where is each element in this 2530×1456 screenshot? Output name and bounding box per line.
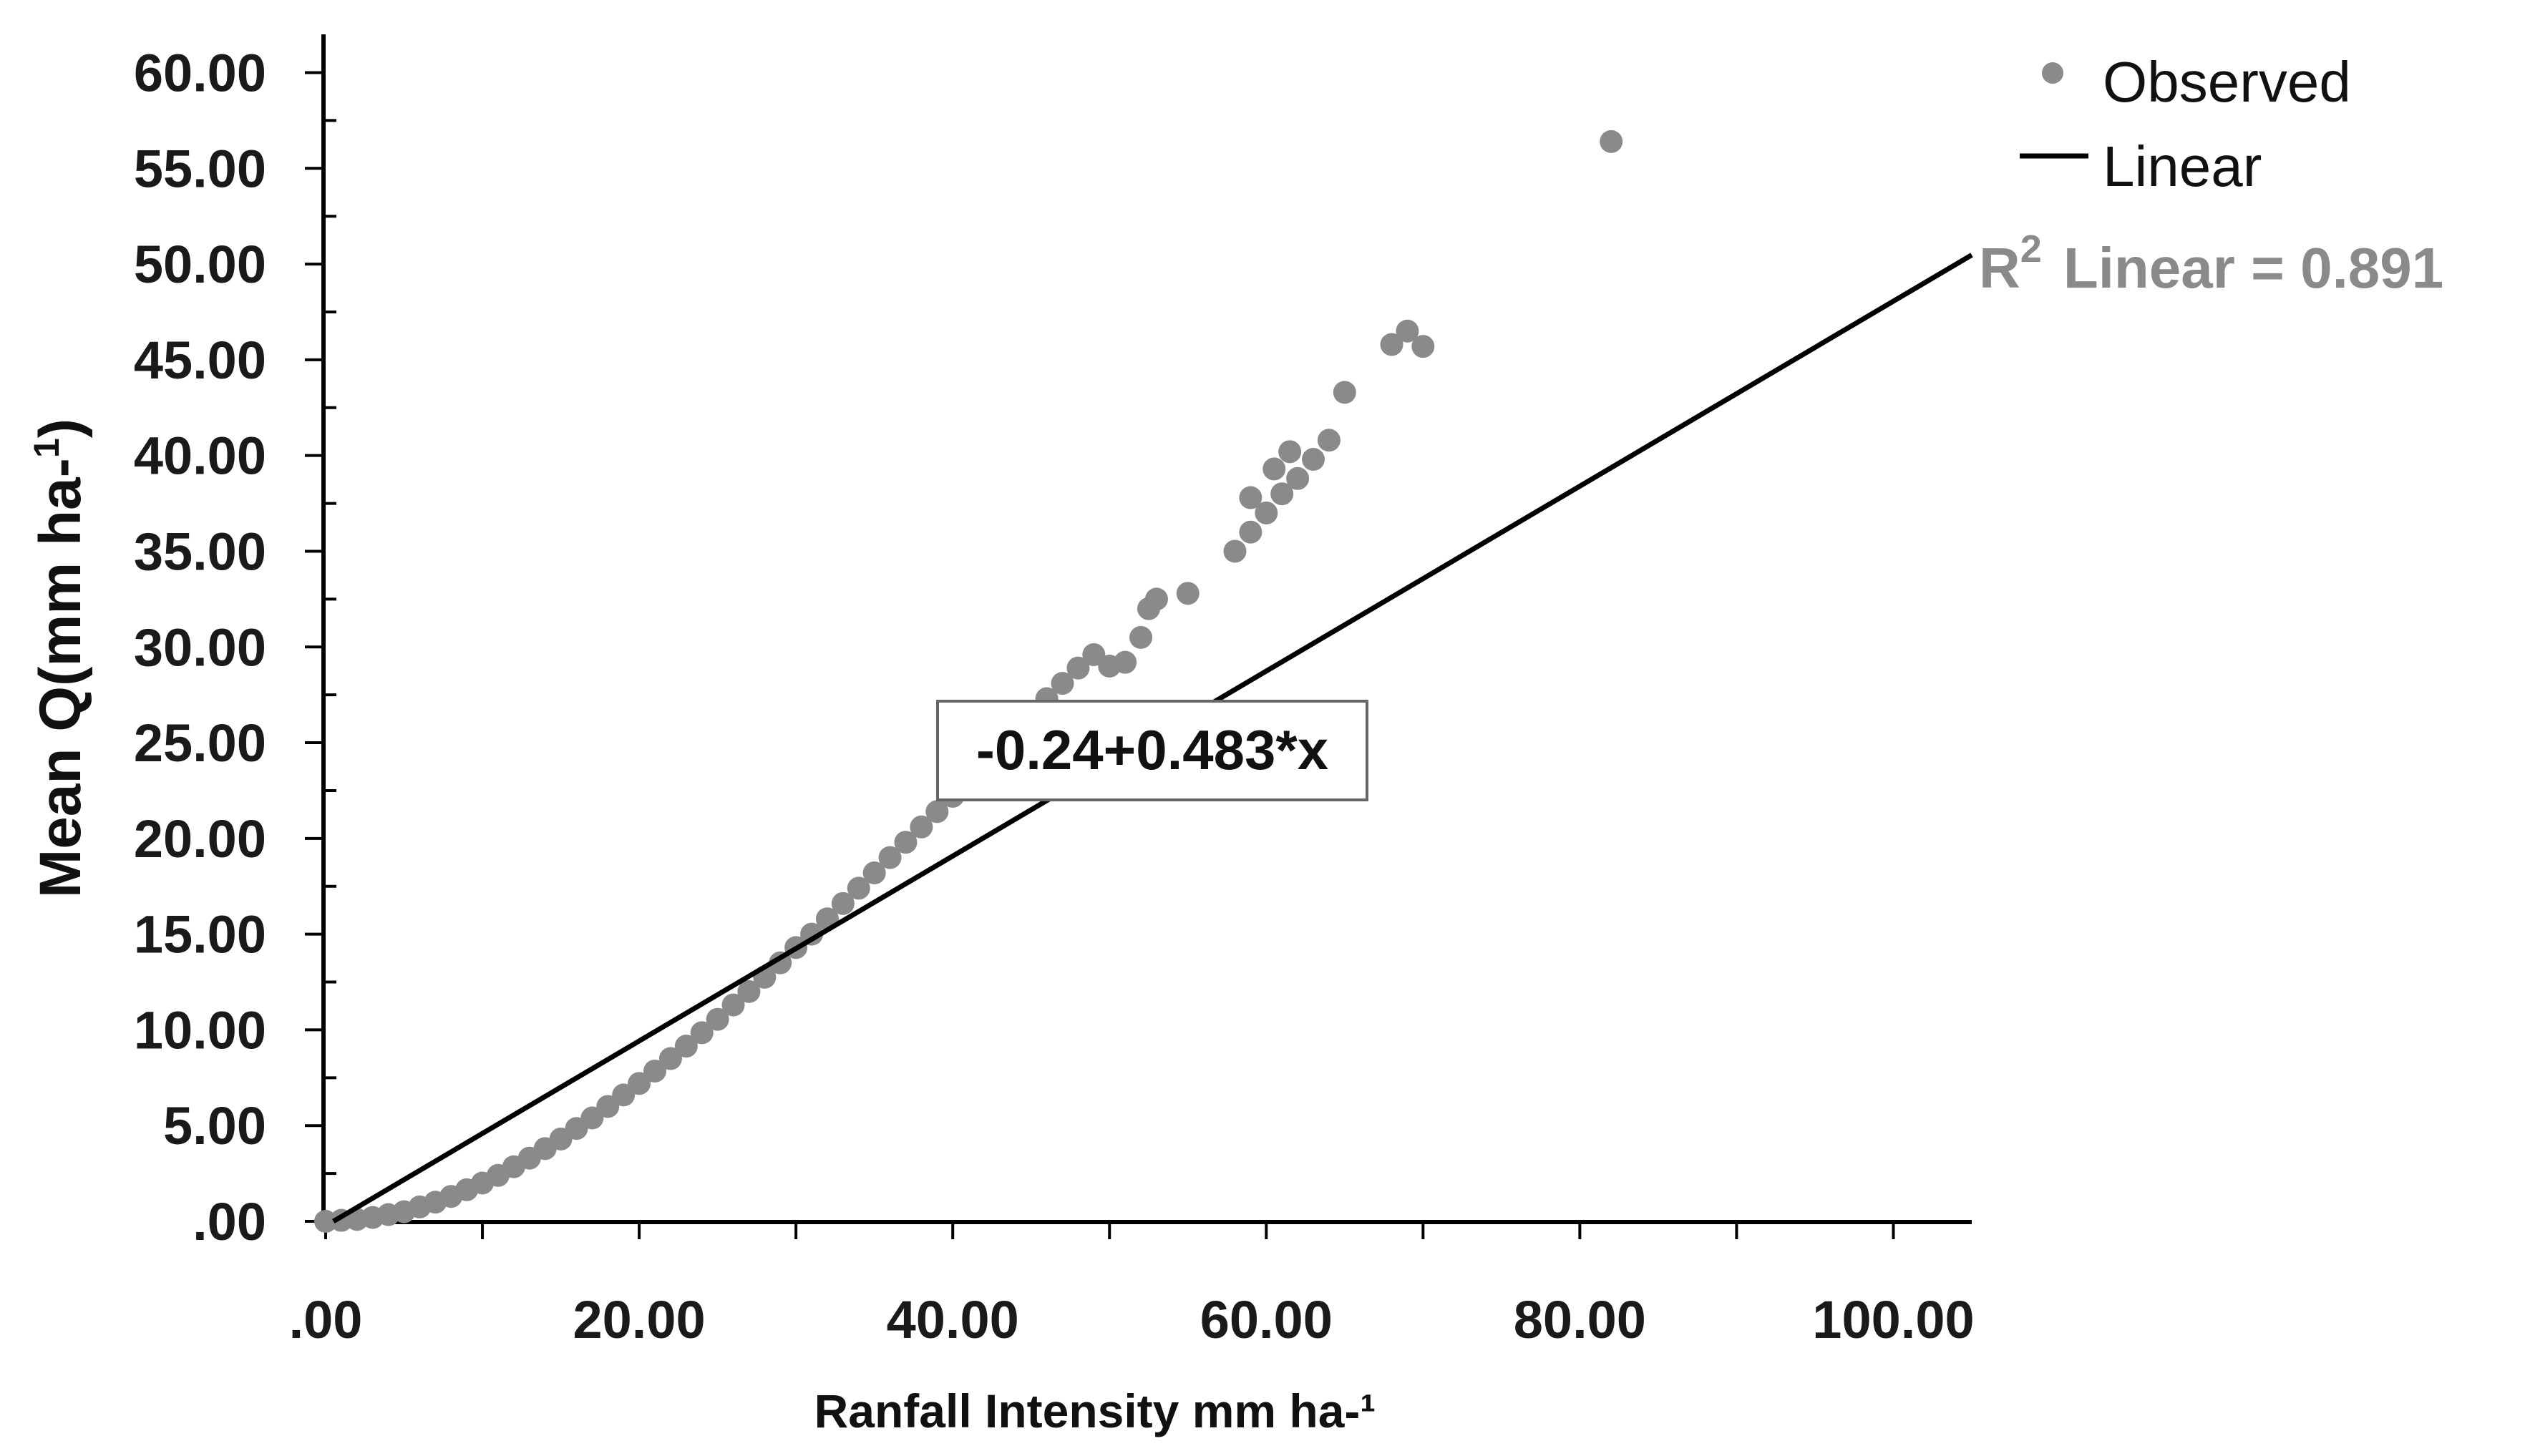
observed-point bbox=[1600, 130, 1623, 153]
y-tick-label: 30.00 bbox=[134, 617, 266, 677]
observed-point bbox=[1144, 587, 1168, 611]
observed-point bbox=[1411, 335, 1435, 358]
observed-point bbox=[1176, 582, 1200, 605]
observed-point bbox=[1278, 440, 1302, 464]
observed-point bbox=[737, 979, 761, 1003]
observed-point bbox=[1333, 381, 1356, 404]
legend-observed-marker bbox=[2042, 62, 2063, 84]
x-tick-label: 100.00 bbox=[1812, 1290, 1974, 1349]
observed-point bbox=[862, 861, 886, 885]
observed-point bbox=[878, 846, 902, 869]
x-tick-label: 60.00 bbox=[1200, 1290, 1333, 1349]
y-tick-label: .00 bbox=[193, 1192, 266, 1251]
observed-point bbox=[910, 815, 933, 839]
y-tick-label: 50.00 bbox=[134, 235, 266, 294]
observed-point bbox=[1239, 486, 1262, 509]
x-ticks: .00 20.00 40.00 60.00 80.00 100.00 bbox=[289, 1222, 1975, 1349]
observed-point bbox=[1066, 656, 1090, 680]
observed-point bbox=[1223, 539, 1247, 563]
y-tick-label: 55.00 bbox=[134, 139, 266, 198]
observed-point bbox=[1239, 520, 1262, 544]
observed-point bbox=[690, 1021, 714, 1045]
x-tick-label: 20.00 bbox=[573, 1290, 706, 1349]
r2-superscript: 2 bbox=[2020, 228, 2042, 270]
r2-rest: Linear = 0.891 bbox=[2063, 236, 2443, 300]
y-tick-label: 15.00 bbox=[134, 905, 266, 964]
observed-point bbox=[1380, 333, 1403, 356]
x-tick-label: .00 bbox=[289, 1290, 363, 1349]
observed-point bbox=[643, 1059, 666, 1083]
y-tick-label: 20.00 bbox=[134, 809, 266, 869]
observed-point bbox=[628, 1072, 651, 1095]
y-ticks: .00 5.00 10.00 15.00 20.00 25.00 30.00 35.00 40.… bbox=[134, 44, 336, 1251]
observed-point bbox=[596, 1095, 620, 1118]
observed-point bbox=[658, 1047, 682, 1070]
observed-point bbox=[1286, 466, 1310, 490]
observed-point bbox=[580, 1106, 604, 1130]
observed-point bbox=[1114, 650, 1137, 674]
observed-point bbox=[925, 800, 949, 824]
y-tick-label: 10.00 bbox=[134, 1000, 266, 1060]
r2-annotation: R2 Linear = 0.891 bbox=[1979, 228, 2443, 300]
legend-observed-label: Observed bbox=[2103, 50, 2351, 114]
observed-point bbox=[1082, 643, 1106, 666]
equation-label: -0.24+0.483*x bbox=[936, 700, 1368, 801]
y-tick-label: 45.00 bbox=[134, 331, 266, 390]
y-tick-label: 60.00 bbox=[134, 44, 266, 103]
x-tick-label: 80.00 bbox=[1514, 1290, 1646, 1349]
y-axis-title-main: Mean Q(mm ha- bbox=[28, 458, 93, 898]
x-tick-label: 40.00 bbox=[887, 1290, 1019, 1349]
observed-points bbox=[314, 130, 1623, 1233]
observed-point bbox=[1255, 501, 1278, 524]
equation-box bbox=[936, 700, 1368, 801]
legend: Observed Linear R2 Linear = 0.891 bbox=[1979, 50, 2443, 300]
equation-text: -0.24+0.483*x bbox=[976, 718, 1328, 781]
y-tick-label: 40.00 bbox=[134, 426, 266, 486]
observed-point bbox=[1317, 429, 1341, 452]
x-axis-title: Ranfall Intensity mm ha-¹ bbox=[814, 1384, 1376, 1437]
y-tick-label: 5.00 bbox=[163, 1096, 266, 1155]
y-axis-title-sup: 1 bbox=[26, 438, 67, 458]
observed-point bbox=[1262, 457, 1286, 481]
observed-point bbox=[706, 1007, 729, 1031]
observed-point bbox=[847, 876, 870, 900]
y-axis-title: Mean Q(mm ha-1) bbox=[26, 419, 93, 898]
r2-prefix: R bbox=[1979, 236, 2020, 300]
observed-point bbox=[1302, 448, 1325, 472]
observed-point bbox=[1051, 672, 1074, 695]
observed-point bbox=[1396, 319, 1419, 343]
observed-point bbox=[894, 831, 918, 854]
axes bbox=[321, 34, 1972, 1224]
y-axis-title-close: ) bbox=[28, 419, 93, 438]
observed-point bbox=[831, 891, 855, 915]
observed-point bbox=[674, 1035, 698, 1058]
observed-point bbox=[721, 993, 745, 1017]
observed-point bbox=[612, 1083, 636, 1107]
legend-linear-label: Linear bbox=[2103, 135, 2262, 198]
y-tick-label: 35.00 bbox=[134, 522, 266, 581]
observed-point bbox=[1270, 482, 1294, 506]
y-tick-label: 25.00 bbox=[134, 713, 266, 773]
observed-point bbox=[1129, 625, 1153, 649]
